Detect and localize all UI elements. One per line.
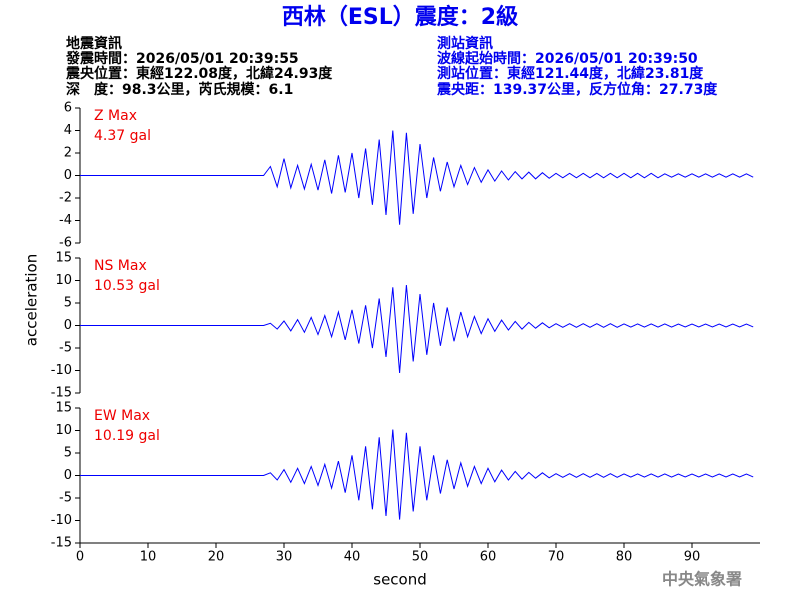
- y-tick-label: 10: [55, 273, 72, 288]
- waveform: [80, 284, 754, 373]
- y-tick-label: -5: [59, 341, 72, 356]
- max-value-label: 4.37 gal: [94, 128, 151, 144]
- max-value-label: 10.19 gal: [94, 428, 160, 444]
- x-tick-label: 90: [684, 550, 701, 565]
- max-value-label: 10.53 gal: [94, 278, 160, 294]
- info-line: 震央位置：東經122.08度，北緯24.93度: [65, 65, 333, 82]
- info-line: 深 度：98.3公里，芮氏規模：6.1: [66, 81, 293, 98]
- y-tick-label: -2: [59, 191, 72, 206]
- y-tick-label: 5: [64, 296, 72, 311]
- y-tick-label: 0: [64, 468, 72, 483]
- component-label: EW Max: [94, 408, 150, 424]
- component-label: NS Max: [94, 258, 147, 274]
- x-tick-label: 80: [616, 550, 633, 565]
- y-tick-label: 15: [55, 251, 72, 266]
- x-tick-label: 10: [140, 550, 157, 565]
- info-line: 測站資訊: [437, 35, 493, 52]
- y-tick-label: 0: [64, 318, 72, 333]
- x-tick-label: 70: [548, 550, 565, 565]
- info-line: 波線起始時間：2026/05/01 20:39:50: [437, 50, 698, 67]
- x-tick-label: 50: [412, 550, 429, 565]
- y-tick-label: 6: [64, 101, 72, 116]
- y-tick-label: 2: [64, 146, 72, 161]
- y-tick-label: 4: [64, 123, 72, 138]
- info-line: 地震資訊: [66, 35, 122, 52]
- x-tick-label: 60: [480, 550, 497, 565]
- title: 西林（ESL）震度：2級: [282, 4, 518, 30]
- x-tick-label: 40: [344, 550, 361, 565]
- y-axis-label: acceleration: [23, 254, 41, 346]
- waveform: [80, 429, 754, 520]
- info-line: 測站位置：東經121.44度，北緯23.81度: [437, 65, 704, 82]
- y-tick-label: 5: [64, 446, 72, 461]
- y-tick-label: 15: [55, 401, 72, 416]
- y-tick-label: -5: [59, 491, 72, 506]
- component-label: Z Max: [94, 108, 137, 124]
- waveform: [80, 130, 754, 225]
- y-tick-label: -15: [51, 386, 72, 401]
- y-tick-label: -15: [51, 536, 72, 551]
- y-tick-label: 0: [64, 168, 72, 183]
- y-tick-label: -4: [59, 213, 72, 228]
- info-line: 震央距：139.37公里，反方位角：27.73度: [436, 81, 718, 98]
- y-tick-label: -10: [51, 513, 72, 528]
- y-tick-label: -10: [51, 363, 72, 378]
- info-line: 發震時間：2026/05/01 20:39:55: [65, 50, 299, 67]
- footer-logo: 中央氣象署: [662, 570, 742, 589]
- x-tick-label: 20: [208, 550, 225, 565]
- y-tick-label: 10: [55, 423, 72, 438]
- x-tick-label: 0: [76, 550, 84, 565]
- x-tick-label: 30: [276, 550, 293, 565]
- y-tick-label: -6: [59, 236, 72, 251]
- x-axis-label: second: [373, 571, 427, 589]
